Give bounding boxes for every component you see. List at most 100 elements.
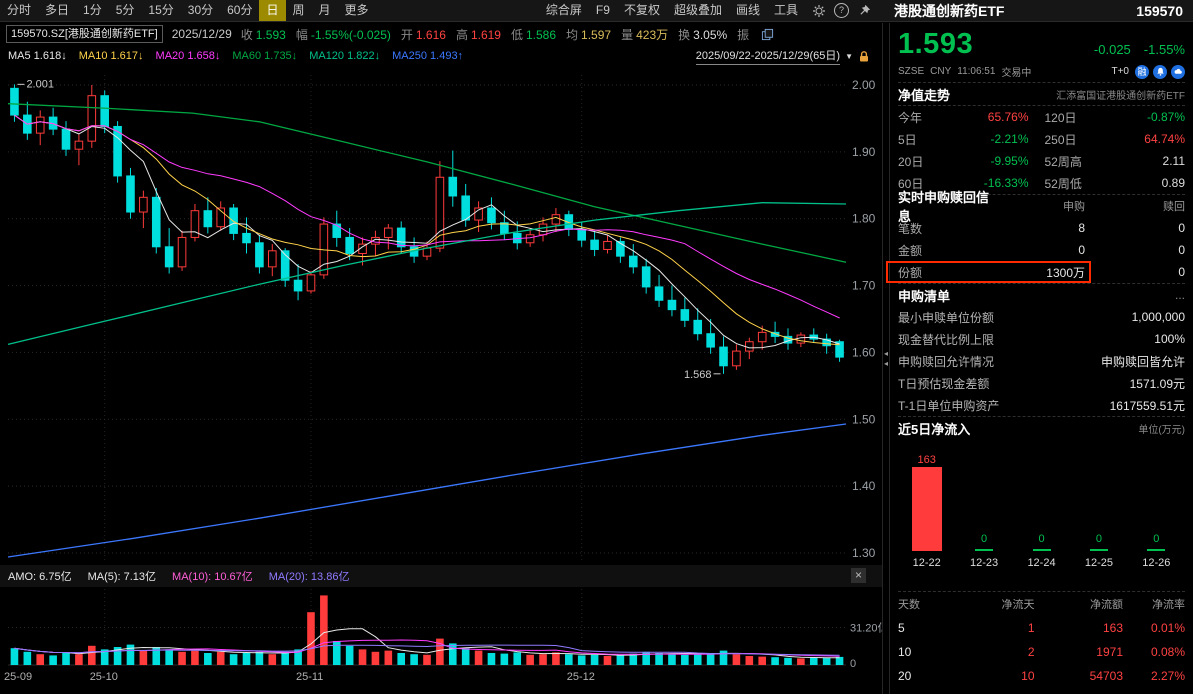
quote-info-row: 159570.SZ[港股通创新药ETF] 2025/12/29 收 1.593 幅 -… (0, 23, 882, 45)
pin-icon[interactable] (857, 3, 872, 18)
netflow-value: 0 (1153, 533, 1160, 545)
timeframe-1分[interactable]: 1分 (83, 3, 102, 17)
x-tick-25-12: 25-12 (566, 671, 595, 683)
ma-legend-MA10: MA10 1.617↓ (78, 50, 144, 62)
quote-block: 1.593 -0.025 -1.55% (898, 23, 1185, 61)
netflow-bar-chart[interactable]: 163 12-22 0 12-23 0 12-24 0 12-25 0 12-26 (898, 439, 1185, 591)
vol-ma10-value: MA(10): 10.67亿 (172, 571, 253, 583)
field-低: 低 1.586 (510, 27, 557, 42)
ma-legend-items: MA5 1.618↓ MA10 1.617↓ MA20 1.658↓ MA60 1.7… (8, 50, 463, 62)
ma-legend-MA5: MA5 1.618↓ (8, 50, 67, 62)
help-icon[interactable]: ? (834, 3, 849, 18)
realtime-row-份额: 份额 1300万 0 (886, 261, 1185, 283)
x-tick-25-09: 25-09 (4, 671, 33, 683)
tool-不复权[interactable]: 不复权 (623, 3, 660, 17)
netflow-date: 12-22 (912, 557, 941, 569)
status-icons: T+0 融 (1111, 64, 1185, 79)
main-chart-area: 2.00 1.90 1.80 1.70 1.60 1.50 1.40 1.30 2.001 1.5… (0, 67, 882, 565)
tool-画线[interactable]: 画线 (735, 3, 760, 17)
quote-fields: 收 1.593 幅 -1.55%(-0.025) 开 1.616 高 1.619 低 1.586 均… (241, 26, 752, 43)
volume-chart[interactable]: 31.20亿 0 (0, 587, 882, 669)
ma-legend-MA250: MA250 1.493↑ (392, 50, 464, 62)
svg-text:1.40: 1.40 (852, 479, 876, 493)
instrument-title-bar: 港股通创新药ETF 159570 (882, 1, 1193, 21)
netflow-value: 163 (917, 454, 936, 466)
tool-工具[interactable]: 工具 (773, 3, 798, 17)
timeframe-15分[interactable]: 15分 (148, 3, 174, 17)
svg-text:1.60: 1.60 (852, 345, 876, 359)
flow-header-净流额: 净流额 (1090, 599, 1123, 611)
perf-row-3: 60日 -16.33% 52周低 0.89 (898, 176, 1185, 191)
exchange-label: SZSE (898, 66, 925, 77)
timeframe-周[interactable]: 周 (292, 3, 305, 17)
timeframe-5分[interactable]: 5分 (115, 3, 135, 17)
amo-value: AMO: 6.75亿 (8, 571, 72, 583)
netflow-value: 0 (1038, 533, 1045, 545)
flow-header-净流天: 净流天 (1001, 599, 1035, 611)
timeframe-更多[interactable]: 更多 (344, 3, 369, 17)
alert-icon[interactable] (1153, 64, 1167, 79)
redeem-column-header: 赎回 (1163, 201, 1185, 213)
field-收: 收 1.593 (240, 27, 286, 42)
chevron-down-icon[interactable]: ▼ (845, 51, 853, 61)
more-ellipsis[interactable]: ... (1174, 288, 1185, 302)
netflow-zero-dash (1032, 549, 1051, 551)
timeframe-30分[interactable]: 30分 (187, 3, 214, 17)
tools-group: 综合屏 F9 不复权 超级叠加 画线 工具 (539, 0, 805, 21)
gear-icon[interactable] (811, 3, 826, 18)
netflow-col-12-26: 0 12-26 (1128, 445, 1185, 591)
svg-text:0: 0 (850, 658, 856, 669)
field-量: 量 423万 (621, 27, 669, 42)
subscription-list: 最小申赎单位份额 1,000,000 现金替代比例上限 100% 申购赎回允许情况 申购赎… (898, 306, 1185, 416)
top-toolbar: 分时 多日 1分 5分 15分 30分 60分日周月更多 综合屏 F9 不复权 超级叠加 画线 工具 … (0, 0, 1193, 22)
timeframe-日[interactable]: 日 (259, 0, 286, 21)
timeframe-月[interactable]: 月 (318, 3, 331, 17)
candlestick-chart[interactable]: 2.00 1.90 1.80 1.70 1.60 1.50 1.40 1.30 2.001 1.5… (0, 67, 882, 565)
x-tick-25-10: 25-10 (89, 671, 118, 683)
close-subchart-button[interactable]: × (851, 568, 866, 583)
netflow-bar (911, 467, 942, 551)
perf-row-1: 5日 -2.21% 250日 64.74% (898, 132, 1185, 147)
margin-trading-badge[interactable]: 融 (1135, 64, 1149, 79)
timeframe-60分[interactable]: 60分 (227, 3, 253, 17)
market-status: 交易中 (1001, 68, 1032, 79)
panel-collapse-handle[interactable]: ◂ ◂ (882, 23, 890, 694)
tool-超级叠加[interactable]: 超级叠加 (673, 3, 722, 17)
svg-text:1.90: 1.90 (852, 145, 876, 159)
trade-date: 2025/12/29 (171, 27, 232, 41)
date-range-wrap: 2025/09/22-2025/12/29(65日) ▼ (695, 47, 882, 65)
netflow-col-12-23: 0 12-23 (955, 445, 1012, 591)
list-title: 申购清单 (898, 288, 951, 304)
vol-ma5-value: MA(5): 7.13亿 (87, 571, 157, 583)
price-change: -0.025 (1093, 42, 1131, 57)
last-price: 1.593 (898, 28, 974, 60)
x-tick-25-11: 25-11 (295, 671, 324, 683)
svg-text:1.568: 1.568 (684, 369, 712, 381)
netflow-col-12-22: 163 12-22 (898, 445, 955, 591)
tool-F9[interactable]: F9 (595, 3, 610, 17)
screenshot-icon[interactable] (761, 28, 774, 41)
netflow-col-12-25: 0 12-25 (1070, 445, 1127, 591)
lock-icon[interactable] (858, 50, 870, 63)
date-range-selector[interactable]: 2025/09/22-2025/12/29(65日) (695, 47, 841, 65)
netflow-date: 12-24 (1027, 557, 1056, 569)
realtime-row-笔数: 笔数 8 0 (898, 221, 1185, 236)
list-row-现金替代比例上限: 现金替代比例上限 100% (898, 332, 1185, 347)
chart-toolbar: 分时 多日 1分 5分 15分 30分 60分日周月更多 综合屏 F9 不复权 超级叠加 画线 工具 … (0, 0, 882, 21)
svg-text:1.80: 1.80 (852, 212, 876, 226)
field-均: 均 1.597 (566, 27, 612, 42)
flow-table-rows: 5 1 163 0.01% 10 2 1971 0.08% 20 10 54703 2.27% (898, 616, 1185, 688)
svg-text:1.70: 1.70 (852, 279, 876, 293)
cloud-icon[interactable] (1171, 64, 1185, 79)
realtime-title: 实时申购赎回信息 (898, 190, 990, 224)
perf-row-0: 今年 65.76% 120日 -0.87% (898, 110, 1185, 125)
symbol-badge[interactable]: 159570.SZ[港股通创新药ETF] (6, 25, 163, 43)
tool-综合屏[interactable]: 综合屏 (545, 3, 582, 17)
timeframe-分时[interactable]: 分时 (7, 3, 32, 17)
timeframe-多日[interactable]: 多日 (45, 3, 70, 17)
perf-row-2: 20日 -9.95% 52周高 2.11 (898, 154, 1185, 169)
field-高: 高 1.619 (455, 27, 501, 42)
info-panel: 1.593 -0.025 -1.55% SZSE CNY 11:06:51 交易… (886, 23, 1193, 694)
list-row-申购赎回允许情况: 申购赎回允许情况 申购赎回皆允许 (898, 354, 1185, 369)
market-status-row: SZSE CNY 11:06:51 交易中 T+0 融 (898, 61, 1185, 83)
